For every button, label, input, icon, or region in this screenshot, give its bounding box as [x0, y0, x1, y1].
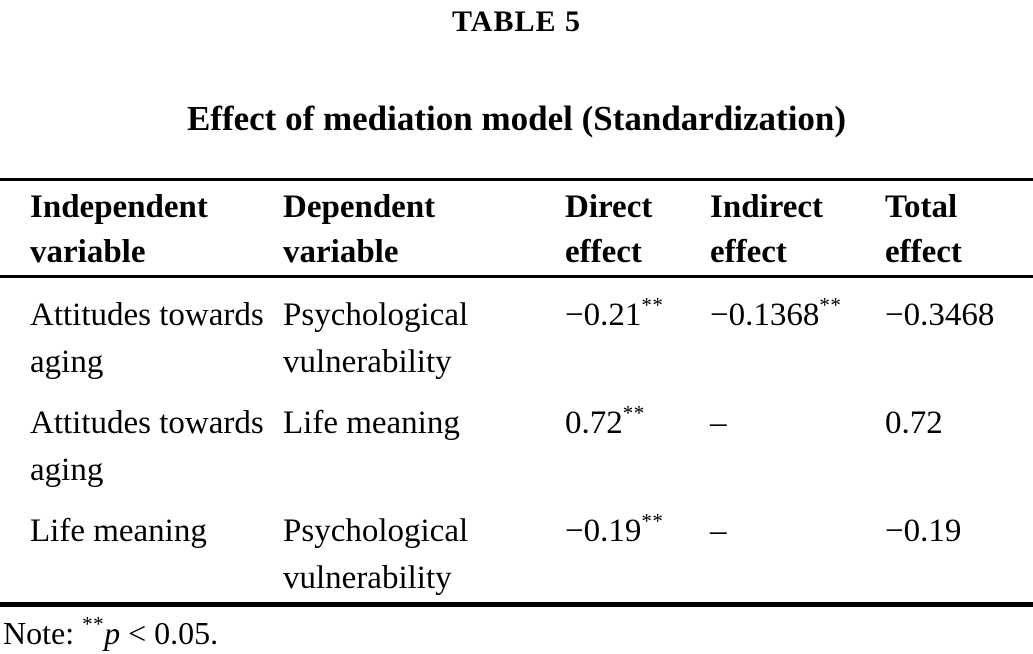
table-note: Note: **p < 0.05.	[0, 613, 1033, 653]
significance-stars: **	[622, 401, 645, 425]
effect-value: –	[710, 405, 727, 441]
header-line: Independent	[30, 189, 208, 225]
cell-indirect-effect: –	[710, 386, 885, 494]
effect-value: –	[710, 513, 727, 549]
effect-value: −0.1368	[710, 297, 820, 333]
note-prefix: Note:	[3, 615, 83, 651]
column-header-total-effect: Total effect	[885, 180, 1033, 277]
column-header-indirect-effect: Indirect effect	[710, 180, 885, 277]
header-line: effect	[710, 234, 787, 270]
header-row: Independent variable Dependent variable …	[0, 180, 1033, 277]
cell-indirect-effect: −0.1368**	[710, 277, 885, 387]
cell-total-effect: −0.3468	[885, 277, 1033, 387]
cell-direct-effect: 0.72**	[565, 386, 710, 494]
header-line: Indirect	[710, 189, 824, 225]
header-line: effect	[885, 234, 962, 270]
table-row: Attitudes towards aging Life meaning 0.7…	[0, 386, 1033, 494]
cell-indirect-effect: –	[710, 494, 885, 605]
cell-independent-variable: Attitudes towards aging	[30, 405, 264, 488]
table-caption: Effect of mediation model (Standardizati…	[186, 99, 847, 138]
header-line: Dependent	[283, 189, 436, 225]
header-line: variable	[30, 234, 146, 270]
cell-independent-variable: Attitudes towards aging	[30, 297, 264, 380]
cell-dependent-variable: Psychological vulnerability	[283, 297, 469, 380]
note-condition: < 0.05.	[120, 615, 219, 651]
cell-total-effect: −0.19	[885, 494, 1033, 605]
significance-stars: **	[641, 509, 664, 533]
significance-stars: **	[819, 293, 842, 317]
note-p-symbol: p	[104, 615, 121, 651]
effect-value: 0.72	[565, 405, 623, 441]
header-line: variable	[283, 234, 399, 270]
cell-direct-effect: −0.19**	[565, 494, 710, 605]
cell-total-effect: 0.72	[885, 386, 1033, 494]
header-line: Direct	[565, 189, 653, 225]
effect-value: −0.3468	[885, 297, 995, 333]
effect-value: −0.21	[565, 297, 642, 333]
column-header-independent-variable: Independent variable	[0, 180, 283, 277]
cell-independent-variable: Life meaning	[30, 513, 207, 549]
column-header-dependent-variable: Dependent variable	[283, 180, 565, 277]
cell-dependent-variable: Psychological vulnerability	[283, 513, 469, 596]
mediation-effects-table: Independent variable Dependent variable …	[0, 178, 1033, 607]
effect-value: −0.19	[565, 513, 642, 549]
effect-value: −0.19	[885, 513, 962, 549]
header-line: effect	[565, 234, 642, 270]
cell-dependent-variable: Life meaning	[283, 405, 460, 441]
effect-value: 0.72	[885, 405, 943, 441]
table-row: Attitudes towards aging Psychological vu…	[0, 277, 1033, 387]
table-number-title: TABLE 5	[452, 5, 581, 38]
column-header-direct-effect: Direct effect	[565, 180, 710, 277]
table-row: Life meaning Psychological vulnerability…	[0, 494, 1033, 605]
significance-stars: **	[82, 612, 105, 636]
header-line: Total	[885, 189, 958, 225]
cell-direct-effect: −0.21**	[565, 277, 710, 387]
significance-stars: **	[641, 293, 664, 317]
